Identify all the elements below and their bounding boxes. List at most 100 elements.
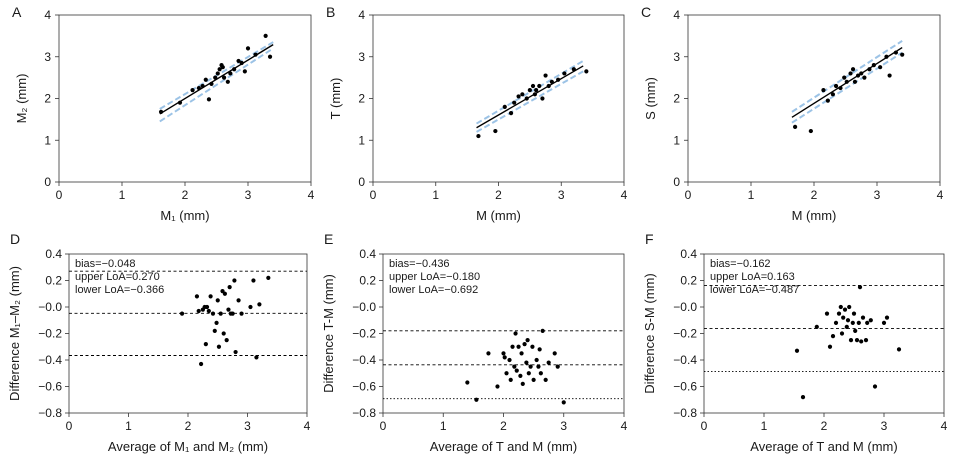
data-point [216, 344, 222, 349]
x-tick-label: 1 [748, 188, 755, 202]
data-point [215, 71, 220, 76]
data-point [543, 73, 548, 78]
y-tick-label: −0.2 [38, 327, 62, 341]
x-tick-label: 4 [941, 419, 948, 433]
data-point [850, 320, 855, 325]
x-tick-label: 2 [495, 188, 502, 202]
y-tick-label: 2 [673, 92, 680, 106]
stat-annotation: upper LoA=0.163 [710, 271, 795, 283]
ci-lower-line [791, 51, 903, 124]
data-point [225, 79, 230, 84]
stat-annotation: lower LoA=−0.487 [710, 284, 799, 296]
data-point [800, 395, 806, 400]
data-point [860, 315, 866, 320]
data-point [226, 307, 231, 312]
data-point [856, 73, 861, 78]
y-tick-label: −0.6 [673, 380, 697, 394]
x-tick-label: 2 [500, 419, 507, 433]
data-point [213, 75, 218, 80]
data-point [854, 338, 860, 343]
data-point [508, 377, 513, 382]
y-tick-label: −0.6 [352, 380, 376, 394]
y-tick-label: 4 [44, 8, 51, 22]
data-point [881, 320, 887, 325]
data-point [212, 328, 217, 333]
x-tick-label: 3 [874, 188, 881, 202]
ci-upper-line [159, 41, 274, 110]
y-tick-label: −0.8 [38, 406, 62, 420]
data-point [502, 104, 507, 109]
data-point [232, 67, 237, 72]
data-point [495, 384, 500, 389]
y-tick-label: 1 [358, 133, 365, 147]
data-point [206, 97, 212, 102]
x-tick-label: 2 [821, 419, 828, 433]
panel-letter: B [326, 4, 335, 20]
data-point [900, 52, 905, 57]
y-axis-label: Difference T-M (mm) [321, 274, 336, 393]
data-point [215, 298, 220, 303]
panel-c: C 0 1 2 3 4 0 1 2 3 4 M (mm) S (mm) [641, 4, 944, 223]
y-tick-label: −0.4 [38, 353, 62, 367]
y-axis-label: T (mm) [328, 78, 343, 120]
data-point [821, 88, 826, 93]
y-tick-label: 0.2 [45, 274, 62, 288]
data-point [253, 52, 258, 57]
data-point [520, 92, 525, 97]
y-tick-label: −0.0 [352, 300, 376, 314]
x-tick-label: 3 [245, 188, 252, 202]
data-point [793, 124, 798, 129]
data-point [208, 294, 213, 299]
plot-frame [372, 14, 625, 183]
panel-letter: C [641, 4, 651, 20]
x-axis-label: M (mm) [476, 208, 521, 223]
data-point [841, 315, 846, 320]
data-point [222, 291, 227, 296]
data-point [239, 60, 244, 66]
data-point [584, 69, 589, 74]
data-point [513, 331, 518, 336]
data-point [543, 377, 548, 382]
data-point [221, 331, 226, 336]
data-point [239, 311, 244, 316]
data-point [177, 100, 183, 105]
data-point [507, 357, 512, 363]
data-point [868, 318, 873, 323]
data-point [857, 285, 863, 290]
x-tick-label: 3 [244, 419, 251, 433]
data-point [808, 128, 813, 134]
data-point [257, 302, 262, 307]
data-point [833, 320, 839, 325]
panel-letter: E [324, 231, 333, 247]
data-point [221, 75, 227, 80]
panel-letter: D [10, 231, 20, 247]
data-point [534, 88, 539, 93]
y-tick-label: 0.4 [359, 247, 376, 261]
x-tick-label: 0 [56, 188, 63, 202]
data-point [555, 364, 560, 369]
plot-frame [687, 14, 941, 183]
panel-letter: F [645, 231, 654, 247]
x-tick-label: 0 [701, 419, 708, 433]
data-point [540, 328, 545, 333]
ci-upper-line [476, 60, 584, 125]
y-tick-label: −0.0 [673, 300, 697, 314]
x-axis-label: Average of T and M (mm) [750, 439, 897, 454]
data-point [562, 71, 567, 76]
data-point [233, 349, 238, 355]
data-point [794, 348, 800, 353]
data-point [814, 324, 819, 329]
data-point [516, 94, 521, 99]
stat-annotation: lower LoA=−0.366 [75, 284, 164, 296]
data-point [209, 81, 214, 86]
y-axis-label: S (mm) [643, 77, 658, 120]
y-tick-label: −0.0 [38, 300, 62, 314]
data-point [179, 311, 185, 316]
data-point [556, 77, 561, 82]
data-point [525, 338, 530, 343]
y-tick-label: 0.4 [45, 247, 62, 261]
data-point [842, 75, 847, 80]
data-point [571, 67, 576, 72]
data-point [827, 344, 833, 349]
